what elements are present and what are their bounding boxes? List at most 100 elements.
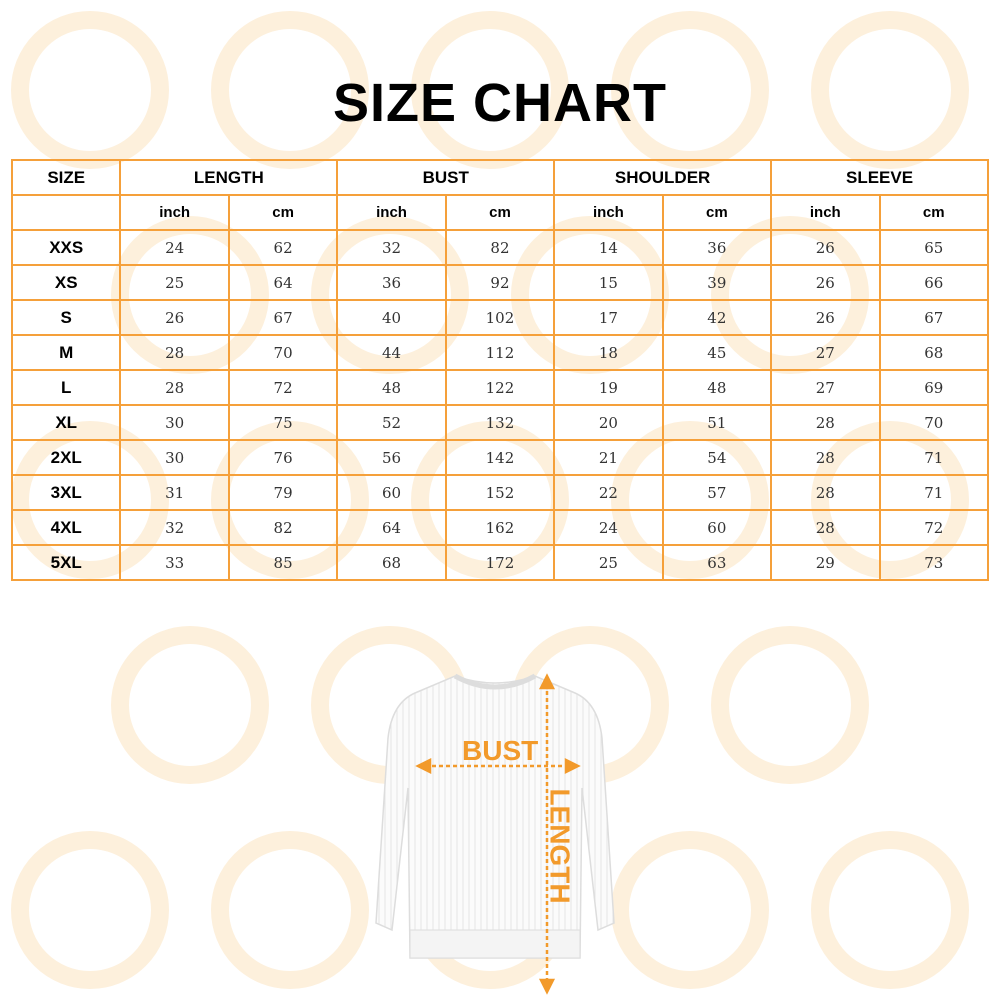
value-cell: 48 <box>661 369 773 406</box>
unit-header: inch <box>336 194 447 231</box>
bust-arrow <box>415 757 581 775</box>
value-cell: 79 <box>227 474 339 511</box>
table-row: 3XL 31 79 60 152 22 57 28 71 <box>10 474 989 511</box>
value-cell: 26 <box>770 299 881 336</box>
value-cell: 66 <box>878 264 989 301</box>
value-cell: 62 <box>227 229 339 266</box>
value-cell: 30 <box>119 404 230 441</box>
value-cell: 28 <box>770 439 881 476</box>
value-cell: 172 <box>444 544 556 581</box>
watermark-mark <box>11 831 169 989</box>
value-cell: 70 <box>878 404 989 441</box>
value-cell: 102 <box>444 299 556 336</box>
value-cell: 33 <box>119 544 230 581</box>
value-cell: 52 <box>336 404 447 441</box>
value-cell: 42 <box>661 299 773 336</box>
value-cell: 68 <box>878 334 989 371</box>
watermark-mark <box>711 626 869 784</box>
value-cell: 92 <box>444 264 556 301</box>
unit-row: inch cm inch cm inch cm inch cm <box>10 194 989 231</box>
value-cell: 67 <box>878 299 989 336</box>
value-cell: 60 <box>661 509 773 546</box>
value-cell: 39 <box>661 264 773 301</box>
value-cell: 20 <box>553 404 664 441</box>
value-cell: 72 <box>878 509 989 546</box>
value-cell: 82 <box>444 229 556 266</box>
value-cell: 48 <box>336 369 447 406</box>
unit-header: inch <box>770 194 881 231</box>
value-cell: 70 <box>227 334 339 371</box>
value-cell: 24 <box>119 229 230 266</box>
value-cell: 32 <box>119 509 230 546</box>
sweater-illustration <box>375 673 615 995</box>
value-cell: 64 <box>336 509 447 546</box>
value-cell: 28 <box>770 474 881 511</box>
value-cell: 24 <box>553 509 664 546</box>
value-cell: 26 <box>770 229 881 266</box>
length-label: LENGTH <box>544 788 576 904</box>
value-cell: 25 <box>119 264 230 301</box>
value-cell: 152 <box>444 474 556 511</box>
value-cell: 17 <box>553 299 664 336</box>
value-cell: 28 <box>119 334 230 371</box>
value-cell: 112 <box>444 334 556 371</box>
unit-header: cm <box>227 194 339 231</box>
bust-label: BUST <box>462 735 539 766</box>
value-cell: 162 <box>444 509 556 546</box>
value-cell: 75 <box>227 404 339 441</box>
table-row: XL 30 75 52 132 20 51 28 70 <box>10 404 989 441</box>
value-cell: 67 <box>227 299 339 336</box>
header-row: SIZE LENGTH BUST SHOULDER SLEEVE <box>10 159 989 196</box>
value-cell: 26 <box>119 299 230 336</box>
watermark-mark <box>211 831 369 989</box>
size-header: SIZE <box>10 159 122 196</box>
value-cell: 122 <box>444 369 556 406</box>
value-cell: 32 <box>336 229 447 266</box>
table-row: L 28 72 48 122 19 48 27 69 <box>10 369 989 406</box>
value-cell: 72 <box>227 369 339 406</box>
value-cell: 28 <box>770 404 881 441</box>
size-cell: 4XL <box>10 509 122 546</box>
unit-header: inch <box>119 194 230 231</box>
value-cell: 142 <box>444 439 556 476</box>
table-row: XS 25 64 36 92 15 39 26 66 <box>10 264 989 301</box>
value-cell: 27 <box>770 369 881 406</box>
value-cell: 56 <box>336 439 447 476</box>
value-cell: 68 <box>336 544 447 581</box>
watermark-mark <box>111 626 269 784</box>
group-header-shoulder: SHOULDER <box>553 159 773 196</box>
table-row: S 26 67 40 102 17 42 26 67 <box>10 299 989 336</box>
value-cell: 25 <box>553 544 664 581</box>
value-cell: 60 <box>336 474 447 511</box>
table-row: M 28 70 44 112 18 45 27 68 <box>10 334 989 371</box>
value-cell: 36 <box>661 229 773 266</box>
value-cell: 44 <box>336 334 447 371</box>
value-cell: 54 <box>661 439 773 476</box>
value-cell: 36 <box>336 264 447 301</box>
size-cell: S <box>10 299 122 336</box>
value-cell: 51 <box>661 404 773 441</box>
value-cell: 18 <box>553 334 664 371</box>
watermark-mark <box>611 831 769 989</box>
unit-header: cm <box>661 194 773 231</box>
value-cell: 29 <box>770 544 881 581</box>
size-table: SIZE LENGTH BUST SHOULDER SLEEVE inch cm… <box>10 159 989 581</box>
size-cell: 5XL <box>10 544 122 581</box>
value-cell: 132 <box>444 404 556 441</box>
value-cell: 45 <box>661 334 773 371</box>
size-cell: XXS <box>10 229 122 266</box>
group-header-bust: BUST <box>336 159 556 196</box>
value-cell: 14 <box>553 229 664 266</box>
unit-header: inch <box>553 194 664 231</box>
sweater-collar <box>453 673 537 690</box>
table-row: 2XL 30 76 56 142 21 54 28 71 <box>10 439 989 476</box>
table-row: XXS 24 62 32 82 14 36 26 65 <box>10 229 989 266</box>
value-cell: 15 <box>553 264 664 301</box>
value-cell: 69 <box>878 369 989 406</box>
watermark-mark <box>811 831 969 989</box>
length-arrow <box>538 673 556 995</box>
value-cell: 28 <box>770 509 881 546</box>
value-cell: 71 <box>878 474 989 511</box>
size-cell: L <box>10 369 122 406</box>
size-cell: XS <box>10 264 122 301</box>
